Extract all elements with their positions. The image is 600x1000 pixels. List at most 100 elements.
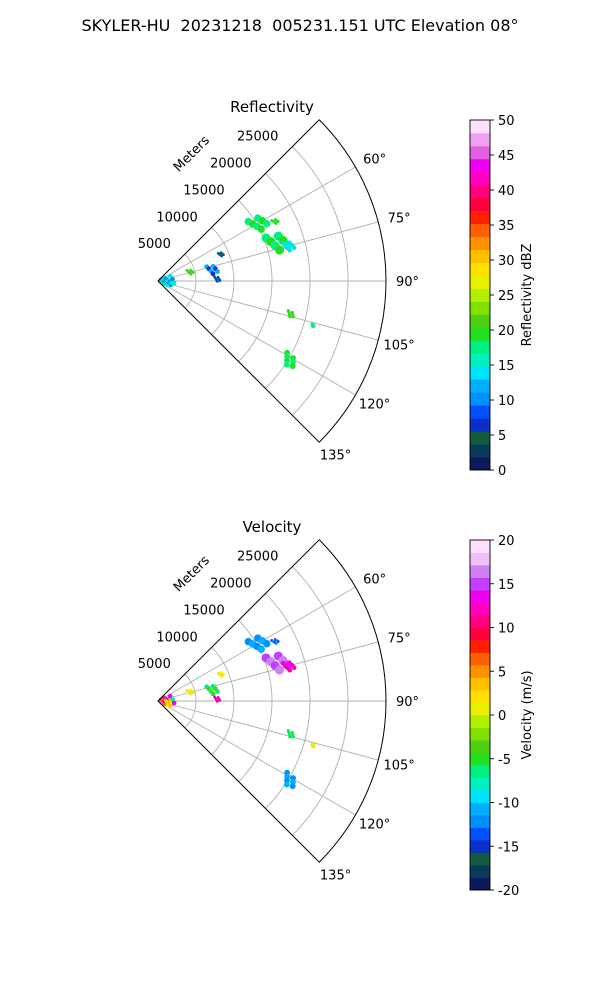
colorbar-segment <box>470 590 490 603</box>
colorbar-segment <box>470 120 490 134</box>
angle-tick-label: 90° <box>396 695 419 710</box>
colorbar-tick-label: 20 <box>498 324 515 339</box>
echo-mark <box>287 667 293 673</box>
echo-mark <box>222 253 225 257</box>
reflectivity-title: Reflectivity <box>230 98 314 116</box>
colorbar-tick-label: 30 <box>498 254 515 269</box>
angular-gridline <box>157 700 356 816</box>
echo-mark <box>312 745 316 748</box>
echo-mark <box>166 703 170 708</box>
colorbar-segment <box>470 275 490 289</box>
colorbar-segment <box>470 132 490 147</box>
reflectivity-ppi: 60° 75° 90° 105° 120° 135° 5000 10000 15000 20000… <box>138 119 419 464</box>
echo-mark <box>283 781 290 788</box>
echo-mark <box>290 775 296 781</box>
colorbar-segment <box>470 802 490 816</box>
echo-mark <box>215 699 219 703</box>
angle-tick-label: 135° <box>320 869 351 884</box>
angle-tick-label: 90° <box>396 275 419 290</box>
radial-tick-label: 5000 <box>138 237 171 252</box>
echo-mark <box>274 665 285 675</box>
colorbar-tick-label: 25 <box>498 289 515 304</box>
colorbar-tick-label: 0 <box>498 709 506 724</box>
colorbar-segment <box>470 615 490 628</box>
colorbar-segment <box>470 652 490 666</box>
colorbar-segment <box>470 418 490 432</box>
colorbar-segment <box>470 540 490 553</box>
echo-mark <box>218 279 222 282</box>
colorbar-tick-label: -20 <box>498 884 519 899</box>
colorbar-tick-label: 40 <box>498 184 515 199</box>
colorbar-tick-label: 20 <box>498 534 515 549</box>
colorbar-segment <box>470 210 490 225</box>
colorbar-segment <box>470 249 490 263</box>
colorbar-segment <box>470 327 490 341</box>
echo-mark <box>168 701 173 705</box>
echo-mark <box>276 220 280 223</box>
colorbar-segment <box>470 314 490 328</box>
reflectivity-panel: Reflectivity 60° 75° 90° 105° 120° 135° 5000 10… <box>138 98 535 479</box>
colorbar-segment <box>470 236 490 251</box>
colorbar-segment <box>470 740 490 753</box>
colorbar-tick-label: -5 <box>498 753 511 768</box>
colorbar-segment <box>470 840 490 853</box>
velocity-title: Velocity <box>243 518 302 536</box>
angular-gridline <box>157 280 379 341</box>
colorbar-segment <box>470 827 490 841</box>
angle-tick-label: 60° <box>363 572 386 587</box>
echo-mark <box>215 269 220 274</box>
radial-tick-label: 20000 <box>210 577 251 592</box>
colorbar-segment <box>470 877 490 891</box>
echo-mark <box>191 691 195 695</box>
echo-mark <box>290 355 296 361</box>
echo-mark <box>257 225 265 233</box>
colorbar-segment <box>470 145 490 160</box>
echo-mark <box>210 271 216 277</box>
angular-gridline <box>157 700 379 761</box>
echo-mark <box>218 699 222 702</box>
radial-tick-label: 10000 <box>156 630 197 645</box>
radial-tick-label: 20000 <box>210 157 251 172</box>
echo-mark <box>276 640 280 643</box>
colorbar-tick-label: 50 <box>498 114 515 129</box>
figure-title: SKYLER-HU 20231218 005231.151 UTC Elevat… <box>81 16 519 35</box>
colorbar-segment <box>470 457 490 471</box>
radial-tick-label: 5000 <box>138 657 171 672</box>
echo-mark <box>291 735 295 739</box>
echo-mark <box>287 247 293 253</box>
echo-mark <box>222 673 225 677</box>
colorbar-label: Velocity (m/s) <box>520 670 535 759</box>
angle-tick-label: 135° <box>320 449 351 464</box>
colorbar-segment <box>470 677 490 691</box>
echo-mark <box>257 645 265 653</box>
echo-mark <box>166 283 170 288</box>
angular-gridline <box>157 280 356 396</box>
echo-mark <box>263 639 271 648</box>
colorbar-tick-label: 15 <box>498 359 515 374</box>
echo-mark <box>291 665 297 671</box>
radial-axis-label: Meters <box>171 553 213 595</box>
colorbar-segment <box>470 340 490 354</box>
colorbar-segment <box>470 431 490 445</box>
polar-frame <box>157 119 387 443</box>
echo-mark <box>215 689 220 694</box>
angle-tick-label: 120° <box>359 818 390 833</box>
colorbar-segment <box>470 815 490 828</box>
colorbar-tick-label: 0 <box>498 464 506 479</box>
colorbar-segment <box>470 184 490 199</box>
echo-mark <box>189 692 193 696</box>
colorbar-segment <box>470 602 490 616</box>
colorbar-segment <box>470 197 490 212</box>
echo-mark <box>312 325 316 328</box>
colorbar-segment <box>470 865 490 878</box>
radial-tick-label: 10000 <box>156 210 197 225</box>
echo-mark <box>191 271 195 275</box>
colorbar-tick-label: 15 <box>498 578 515 593</box>
echo-mark <box>170 276 175 282</box>
colorbar-segment <box>470 702 490 716</box>
colorbar-tick-label: 5 <box>498 429 506 444</box>
angle-tick-label: 75° <box>388 211 411 226</box>
colorbar-segment <box>470 552 490 566</box>
colorbar-label: Reflectivity dBZ <box>520 244 535 347</box>
